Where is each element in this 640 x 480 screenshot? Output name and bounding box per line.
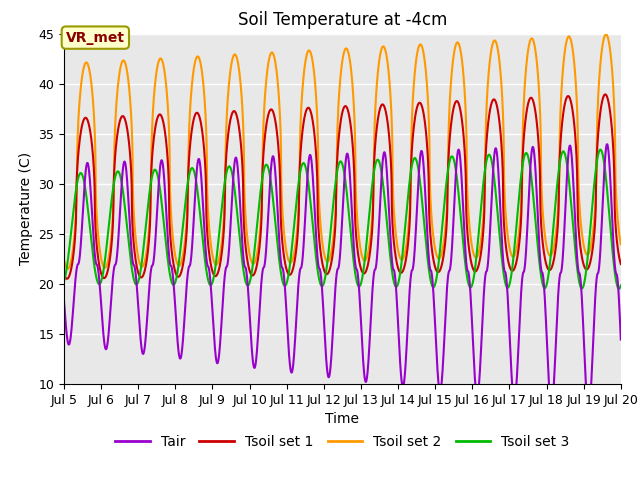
- Tsoil set 3: [601, 164, 609, 169]
- Tsoil set 1: [602, 92, 609, 97]
- Tsoil set 2: [331, 216, 339, 222]
- Tsoil set 1: [331, 228, 339, 234]
- Tsoil set 3: [617, 283, 625, 288]
- Tsoil set 1: [601, 92, 609, 97]
- Tsoil set 3: [60, 278, 68, 284]
- Tsoil set 3: [596, 147, 604, 153]
- Tsoil set 3: [331, 186, 339, 192]
- Tair: [585, 407, 593, 413]
- Tsoil set 1: [617, 261, 625, 267]
- Tsoil set 2: [617, 241, 625, 247]
- Line: Tair: Tair: [64, 144, 621, 410]
- Tair: [60, 299, 68, 304]
- X-axis label: Time: Time: [325, 412, 360, 426]
- Tsoil set 1: [601, 92, 609, 97]
- Tair: [316, 267, 324, 273]
- Tsoil set 1: [60, 271, 68, 277]
- Tsoil set 3: [88, 248, 96, 253]
- Tsoil set 1: [89, 149, 97, 155]
- Line: Tsoil set 3: Tsoil set 3: [64, 150, 621, 289]
- Tsoil set 2: [602, 32, 610, 37]
- Legend: Tair, Tsoil set 1, Tsoil set 2, Tsoil set 3: Tair, Tsoil set 1, Tsoil set 2, Tsoil se…: [109, 429, 575, 454]
- Tsoil set 2: [60, 256, 68, 262]
- Tsoil set 2: [64, 266, 72, 272]
- Y-axis label: Temperature (C): Temperature (C): [19, 152, 33, 265]
- Tsoil set 1: [63, 276, 71, 282]
- Tsoil set 1: [499, 167, 506, 173]
- Tair: [601, 162, 609, 168]
- Tair: [617, 336, 625, 342]
- Tsoil set 3: [615, 286, 623, 292]
- Tsoil set 3: [601, 166, 609, 172]
- Tair: [88, 217, 96, 223]
- Tsoil set 1: [316, 246, 324, 252]
- Title: Soil Temperature at -4cm: Soil Temperature at -4cm: [237, 11, 447, 29]
- Tsoil set 2: [89, 95, 97, 100]
- Text: VR_met: VR_met: [66, 31, 125, 45]
- Line: Tsoil set 1: Tsoil set 1: [64, 95, 621, 279]
- Tair: [499, 247, 506, 253]
- Line: Tsoil set 2: Tsoil set 2: [64, 35, 621, 269]
- Tsoil set 3: [316, 280, 324, 286]
- Tsoil set 3: [499, 261, 506, 267]
- Tair: [601, 158, 609, 164]
- Tair: [331, 295, 339, 301]
- Tsoil set 2: [601, 33, 609, 38]
- Tair: [604, 142, 611, 147]
- Tsoil set 2: [601, 33, 609, 39]
- Tsoil set 2: [499, 105, 506, 111]
- Tsoil set 2: [316, 218, 324, 224]
